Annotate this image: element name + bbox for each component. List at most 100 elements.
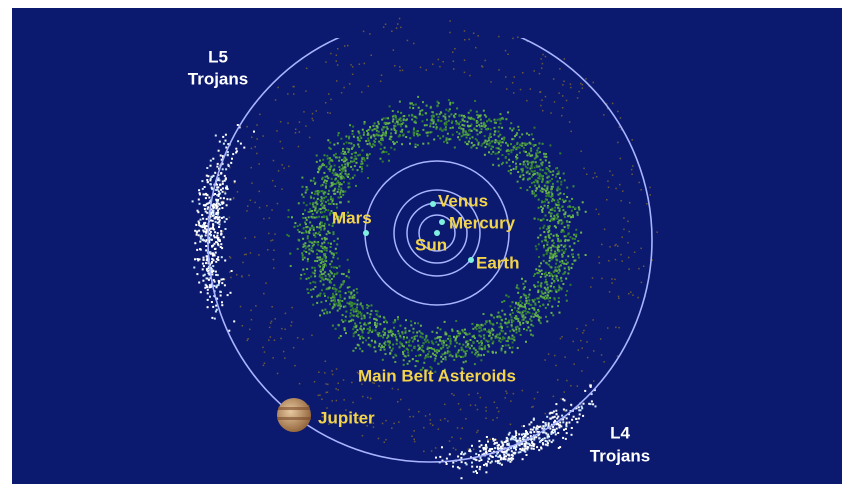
asteroid	[614, 279, 616, 281]
asteroid	[321, 238, 323, 240]
asteroid	[469, 138, 471, 140]
asteroid	[592, 277, 594, 279]
asteroid	[566, 417, 568, 419]
asteroid	[550, 285, 552, 287]
asteroid	[480, 359, 482, 361]
asteroid	[200, 219, 202, 221]
asteroid	[479, 346, 481, 348]
asteroid	[470, 405, 472, 407]
asteroid	[586, 174, 588, 176]
asteroid	[461, 349, 463, 351]
asteroid	[389, 353, 391, 355]
asteroid	[352, 66, 354, 68]
asteroid	[462, 356, 464, 358]
asteroid	[365, 324, 367, 326]
asteroid	[448, 120, 450, 122]
asteroid	[273, 250, 275, 252]
asteroid	[506, 150, 508, 152]
asteroid	[272, 180, 274, 182]
asteroid	[471, 466, 473, 468]
asteroid	[477, 430, 479, 432]
asteroid	[513, 339, 515, 341]
asteroid	[540, 219, 542, 221]
asteroid	[274, 233, 276, 235]
asteroid	[353, 290, 355, 292]
asteroid	[479, 326, 481, 328]
asteroid	[433, 139, 435, 141]
asteroid	[448, 110, 450, 112]
asteroid	[357, 169, 359, 171]
asteroid	[438, 428, 440, 430]
asteroid	[253, 131, 255, 133]
asteroid	[542, 227, 544, 229]
asteroid	[537, 290, 539, 292]
asteroid	[298, 146, 300, 148]
asteroid	[355, 310, 357, 312]
asteroid	[411, 349, 413, 351]
asteroid	[512, 435, 514, 437]
asteroid	[413, 347, 415, 349]
asteroid	[472, 336, 474, 338]
asteroid	[560, 425, 562, 427]
asteroid	[312, 113, 314, 115]
asteroid	[435, 355, 437, 357]
asteroid	[378, 315, 380, 317]
asteroid	[468, 39, 470, 41]
asteroid	[622, 190, 624, 192]
asteroid	[273, 259, 275, 261]
asteroid	[337, 191, 339, 193]
asteroid	[374, 324, 376, 326]
asteroid	[345, 136, 347, 138]
asteroid	[327, 112, 329, 114]
asteroid	[319, 394, 321, 396]
asteroid	[498, 444, 500, 446]
asteroid	[512, 335, 514, 337]
asteroid	[224, 180, 226, 182]
asteroid	[531, 161, 533, 163]
asteroid	[338, 186, 340, 188]
asteroid	[384, 349, 386, 351]
l5-label: L5	[208, 47, 228, 66]
asteroid	[464, 329, 466, 331]
asteroid	[240, 306, 242, 308]
asteroid	[577, 254, 579, 256]
asteroid	[294, 222, 296, 224]
asteroid	[546, 284, 548, 286]
asteroid	[515, 329, 517, 331]
asteroid	[505, 318, 507, 320]
asteroid	[525, 280, 527, 282]
asteroid	[321, 399, 323, 401]
asteroid	[576, 421, 578, 423]
asteroid	[334, 297, 336, 299]
asteroid	[505, 391, 507, 393]
asteroid	[338, 197, 340, 199]
asteroid	[461, 115, 463, 117]
asteroid	[382, 423, 384, 425]
asteroid	[455, 120, 457, 122]
asteroid	[447, 338, 449, 340]
asteroid	[578, 91, 580, 93]
asteroid	[622, 260, 624, 262]
asteroid	[552, 170, 554, 172]
asteroid	[442, 135, 444, 137]
asteroid	[566, 196, 568, 198]
asteroid	[220, 155, 222, 157]
asteroid	[317, 241, 319, 243]
asteroid	[535, 179, 537, 181]
asteroid	[512, 342, 514, 344]
asteroid	[468, 117, 470, 119]
asteroid	[351, 161, 353, 163]
asteroid	[302, 254, 304, 256]
asteroid	[533, 192, 535, 194]
asteroid	[565, 438, 567, 440]
asteroid	[219, 184, 221, 186]
asteroid	[446, 142, 448, 144]
asteroid	[532, 138, 534, 140]
asteroid	[454, 48, 456, 50]
asteroid	[288, 166, 290, 168]
asteroid	[363, 158, 365, 160]
asteroid	[271, 306, 273, 308]
asteroid	[341, 300, 343, 302]
asteroid	[533, 439, 535, 441]
asteroid	[419, 134, 421, 136]
